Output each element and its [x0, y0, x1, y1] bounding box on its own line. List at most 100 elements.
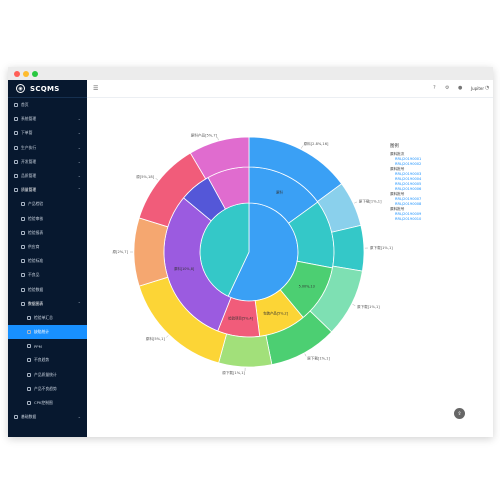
- legend-item-link[interactable]: RRLJ20190010: [395, 217, 422, 221]
- menu-item-icon: [21, 301, 25, 306]
- sidebar-item[interactable]: 质量管理 ⌃: [8, 183, 87, 197]
- sidebar-item[interactable]: 检验审核: [8, 212, 87, 226]
- sidebar-item[interactable]: 缺陷统计: [8, 325, 87, 340]
- sidebar-item-label: 检验数据: [28, 286, 44, 292]
- menu-item-icon: [27, 344, 31, 349]
- label-leader-line: [155, 178, 159, 181]
- middle-ring-label: 原料[10%,8]: [174, 266, 195, 271]
- app-name: SCQMS: [30, 84, 60, 93]
- legend-item-link[interactable]: RRLJ20190005: [395, 182, 422, 186]
- sidebar-item-label: 品质管理: [21, 173, 37, 179]
- top-bar: ☰ ? ⚙ ● Jupiter ◔: [87, 80, 493, 98]
- sidebar-item-label: CPK控制图: [34, 400, 53, 406]
- menu-item-icon: [21, 287, 25, 292]
- outer-ring-slice[interactable]: [218, 333, 273, 368]
- sidebar-item-label: 基础数据: [21, 414, 37, 420]
- notification-icon[interactable]: ◔: [485, 85, 490, 91]
- sidebar-item[interactable]: 检验报表: [8, 226, 87, 240]
- chevron-icon: ⌄: [77, 158, 81, 164]
- menu-item-icon: [21, 244, 25, 249]
- sidebar-item[interactable]: 数据图表 ⌃: [8, 297, 87, 311]
- sidebar-item-label: 缺陷统计: [34, 329, 50, 335]
- middle-ring-label: 原料: [276, 190, 283, 195]
- floating-action-button[interactable]: ⇪: [454, 408, 465, 419]
- app-logo[interactable]: ◉ SCQMS: [8, 80, 87, 98]
- menu-item-icon: [21, 230, 25, 235]
- sidebar-item[interactable]: 系统管理 ⌄: [8, 112, 87, 126]
- outer-ring-label: 原下载[1%,1]: [357, 304, 380, 309]
- outer-ring-label: 原料[5%,1]: [146, 336, 166, 341]
- user-name[interactable]: Jupiter: [471, 86, 485, 91]
- legend-item-link[interactable]: RRLJ20190007: [395, 197, 422, 201]
- legend-item-link[interactable]: RRLJ20190009: [395, 212, 422, 216]
- label-leader-line: [354, 201, 358, 204]
- chevron-icon: ⌃: [77, 300, 81, 306]
- outer-ring-slice[interactable]: [189, 136, 250, 180]
- middle-ring-label: 检验项目[5%,4]: [228, 316, 253, 321]
- chevron-icon: ⌄: [77, 172, 81, 178]
- label-leader-line: [166, 335, 169, 338]
- menu-item-icon: [14, 174, 18, 179]
- sidebar-item[interactable]: 检验数据: [8, 282, 87, 296]
- legend-item-link[interactable]: RRLJ20190003: [395, 172, 422, 176]
- menu-item-icon: [27, 386, 31, 391]
- menu-item-icon: [21, 259, 25, 264]
- chevron-icon: ⌄: [77, 144, 81, 150]
- sidebar-item[interactable]: 产品不良趋势: [8, 382, 87, 396]
- user-avatar-icon[interactable]: ●: [458, 85, 463, 91]
- sidebar-item[interactable]: 下单管 ⌄: [8, 126, 87, 140]
- legend-item-link[interactable]: RRLJ20190002: [395, 162, 422, 166]
- sidebar-item[interactable]: 检验单汇总: [8, 311, 87, 325]
- menu-item-icon: [21, 216, 25, 221]
- label-leader-line: [217, 137, 219, 141]
- legend-groups: 原料批次 RRLJ20190001 RRLJ20190002 原料批号 RRLJ2019…: [390, 152, 450, 222]
- outer-ring-label: 原下载[1%,1]: [370, 245, 393, 250]
- outer-ring-label: 原[2%,7]: [112, 249, 128, 254]
- sidebar-item[interactable]: 生产执行 ⌄: [8, 141, 87, 155]
- legend-title: 图例: [390, 144, 399, 149]
- close-window-button[interactable]: [14, 71, 20, 77]
- sidebar: ◉ SCQMS 首页 系统管理 ⌄ 下单管 ⌄ 生产执行 ⌄ 开发管理 ⌄ 品质管理 ⌄ 质量管理 ⌃ 产…: [8, 80, 87, 437]
- outer-ring-slice[interactable]: [133, 217, 169, 287]
- menu-item-icon: [14, 188, 18, 193]
- minimize-window-button[interactable]: [23, 71, 29, 77]
- sidebar-item[interactable]: PPM: [8, 339, 87, 353]
- legend-item-link[interactable]: RRLJ20190006: [395, 187, 422, 191]
- legend-item-link[interactable]: RRLJ20190004: [395, 177, 422, 181]
- logo-icon: ◉: [16, 84, 25, 93]
- outer-ring-label: 原料[2.8%,16]: [304, 141, 329, 146]
- sidebar-item[interactable]: 产品检验: [8, 197, 87, 211]
- sidebar-item-label: PPM: [34, 343, 42, 349]
- settings-icon[interactable]: ⚙: [445, 85, 450, 91]
- legend-item-link[interactable]: RRLJ20190008: [395, 202, 422, 206]
- sidebar-item[interactable]: 供应商: [8, 240, 87, 254]
- outer-ring-label: 原下载[1%,1]: [222, 370, 245, 375]
- sidebar-item-label: 检验标准: [28, 258, 44, 264]
- sidebar-item[interactable]: 不良品: [8, 268, 87, 282]
- menu-item-icon: [27, 330, 31, 335]
- sidebar-item-label: 检验单汇总: [34, 314, 53, 320]
- menu-item-icon: [21, 202, 25, 207]
- help-icon[interactable]: ?: [433, 85, 436, 91]
- sidebar-item-label: 开发管理: [21, 158, 37, 164]
- menu-item-icon: [14, 103, 18, 108]
- legend-group-label: 原料批号: [390, 192, 405, 196]
- sidebar-item[interactable]: 品质管理 ⌄: [8, 169, 87, 183]
- sidebar-item[interactable]: 开发管理 ⌄: [8, 155, 87, 169]
- outer-ring-label: 原下载[1%,1]: [359, 198, 382, 203]
- sidebar-item[interactable]: 不良趋势: [8, 353, 87, 367]
- legend-group-label: 原料批号: [390, 167, 405, 171]
- sidebar-item[interactable]: CPK控制图: [8, 396, 87, 410]
- menu-item-icon: [27, 315, 31, 320]
- sidebar-item[interactable]: 基础数据 ⌄: [8, 410, 87, 424]
- legend-item-link[interactable]: RRLJ20190001: [395, 157, 422, 161]
- menu-toggle-icon[interactable]: ☰: [93, 85, 99, 92]
- menu-item-icon: [14, 415, 18, 420]
- outer-ring-slice[interactable]: [331, 224, 365, 272]
- sidebar-item[interactable]: 产品质量统计: [8, 368, 87, 382]
- main-content: 原料 5.00%,13 包装产品[5%,2] 检验项目[5%,4] 原料[10%,8] 原…: [87, 98, 493, 437]
- sidebar-item[interactable]: 首页: [8, 98, 87, 112]
- sidebar-item[interactable]: 检验标准: [8, 254, 87, 268]
- maximize-window-button[interactable]: [32, 71, 38, 77]
- app-window: ◉ SCQMS 首页 系统管理 ⌄ 下单管 ⌄ 生产执行 ⌄ 开发管理 ⌄ 品质管理 ⌄ 质量管理 ⌃ 产…: [8, 67, 493, 437]
